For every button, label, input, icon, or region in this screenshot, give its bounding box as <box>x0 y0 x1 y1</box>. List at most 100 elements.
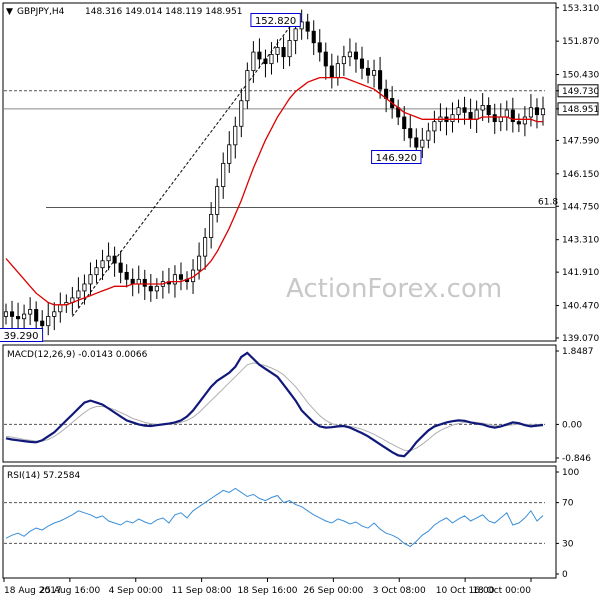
candle-body <box>323 51 328 67</box>
low-left-label: 39.290 <box>4 331 39 342</box>
trend-line <box>71 18 297 317</box>
price-tick-label: 149.730 <box>562 87 599 97</box>
candle-body <box>498 116 503 123</box>
rsi-tick-label: 70 <box>562 499 574 509</box>
candle-body <box>335 63 340 78</box>
candle-body <box>58 304 63 313</box>
candle-body <box>130 278 135 285</box>
price-tick-label: 144.750 <box>562 202 599 212</box>
candle-body <box>197 255 202 271</box>
candle-body <box>474 109 479 120</box>
fib-label: 61.8 <box>538 197 558 207</box>
candle-body <box>257 51 262 60</box>
candle-body <box>353 51 359 60</box>
candle-body <box>3 311 9 317</box>
candle-body <box>239 100 244 127</box>
candle-body <box>136 278 141 285</box>
x-tick-label: 26 Sep 00:00 <box>303 586 363 596</box>
x-tick-label: 18 Oct 00:00 <box>472 586 531 596</box>
candle-body <box>76 290 81 299</box>
candle-body <box>142 278 147 287</box>
x-tick-label: 25 Aug 16:00 <box>40 586 101 596</box>
price-tick-label: 148.951 <box>562 105 599 115</box>
axes-layer: 153.310 151.870 150.430 149.730 148.951 147.5… <box>3 4 599 596</box>
macd-tick-label: 0.00 <box>562 420 582 430</box>
rsi-title: RSI(14) 57.2584 <box>7 471 80 481</box>
candle-body <box>365 67 371 76</box>
candle-body <box>40 320 45 327</box>
candle-body <box>251 51 256 72</box>
price-tick-label: 146.150 <box>562 170 599 180</box>
candle-body <box>341 56 346 65</box>
candle-body <box>34 309 39 322</box>
price-tick-label: 147.590 <box>562 136 599 146</box>
candle-body <box>118 262 123 273</box>
candle-body <box>233 125 238 146</box>
candle-body <box>504 109 509 118</box>
macd-panel <box>2 344 557 463</box>
price-marks-layer: 152.820 146.920 39.290 <box>0 9 546 342</box>
candle-body <box>329 65 334 78</box>
candle-body <box>154 285 159 292</box>
candle-body <box>178 274 184 280</box>
candle-body <box>287 40 292 58</box>
macd-tick-label: -0.846 <box>562 454 591 464</box>
high-label-box <box>250 13 301 27</box>
macd-title: MACD(12,26,9) -0.0143 0.0066 <box>7 350 148 360</box>
candle-body <box>227 144 232 164</box>
price-tick-label: 153.310 <box>562 4 599 14</box>
price-tick-label: 143.310 <box>562 236 599 246</box>
chart-ohlc: 148.316 149.014 148.119 148.951 <box>85 7 242 17</box>
candle-body <box>293 28 298 41</box>
symbol-triangle-icon: ▼ <box>6 7 13 17</box>
macd-tick-label: 1.8487 <box>562 347 594 357</box>
candle-body <box>94 267 99 276</box>
candle-body <box>52 311 57 317</box>
candle-body <box>414 137 419 148</box>
macd-marks-layer <box>4 351 545 458</box>
price-grid-layer: 61.8 <box>4 18 558 317</box>
candle-body <box>203 237 208 257</box>
candle-body <box>540 108 546 116</box>
rsi-marks-layer <box>4 487 545 548</box>
candle-body <box>106 255 111 262</box>
candle-body <box>221 162 226 187</box>
candle-body <box>209 213 214 238</box>
candle-body <box>522 116 527 125</box>
candle-body <box>9 311 15 317</box>
candle-body <box>480 104 485 111</box>
candle-body <box>88 274 93 285</box>
candle-body <box>492 114 497 123</box>
candle-body <box>311 30 316 44</box>
candle-body <box>510 109 515 123</box>
candle-body <box>22 313 27 320</box>
candle-body <box>124 271 129 280</box>
rsi-panel <box>2 465 557 579</box>
candle-body <box>100 260 105 269</box>
candle-body <box>456 107 461 116</box>
candle-body <box>28 309 33 315</box>
candle-body <box>46 316 51 327</box>
candle-body <box>516 121 521 125</box>
price-tick-label: 139.070 <box>562 334 599 344</box>
candle-body <box>269 53 274 65</box>
x-tick-label: 18 Aug 2017 <box>4 586 62 596</box>
candle-body <box>317 42 322 53</box>
high-label: 152.820 <box>255 16 296 27</box>
rsi-line <box>5 487 544 548</box>
macd-line <box>5 351 544 458</box>
candle-body <box>305 21 310 32</box>
rsi-tick-label: 100 <box>562 468 579 478</box>
candle-body <box>402 116 407 129</box>
candle-body <box>528 107 533 118</box>
candle-body <box>468 111 473 120</box>
candle-body <box>275 47 280 55</box>
candle-body <box>420 139 425 148</box>
candle-body <box>426 130 431 141</box>
price-panel <box>2 2 557 342</box>
price-tick-label: 140.470 <box>562 302 599 312</box>
candle-body <box>408 128 413 139</box>
candle-body <box>450 114 455 123</box>
candle-body <box>534 107 540 116</box>
candle-body <box>245 70 250 102</box>
